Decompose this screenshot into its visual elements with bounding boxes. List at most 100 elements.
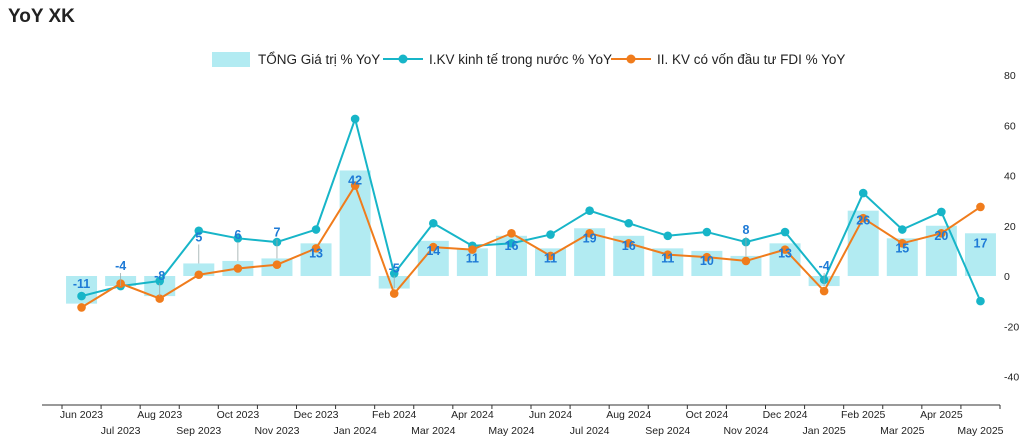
domestic-point: [155, 276, 165, 286]
x-tick-label: Dec 2024: [763, 409, 808, 421]
domestic-point: [350, 114, 360, 124]
x-tick-label: Mar 2024: [411, 425, 456, 437]
domestic-point: [194, 226, 204, 236]
domestic-point: [897, 225, 907, 234]
x-tick-label: Aug 2023: [137, 409, 182, 421]
legend-label-fdi: II. KV có vốn đầu tư FDI % YoY: [657, 51, 846, 67]
domestic-point: [77, 291, 86, 301]
fdi-point: [780, 245, 790, 254]
data-label: 14: [426, 244, 440, 258]
fdi-point: [546, 251, 555, 261]
fdi-point: [741, 256, 751, 266]
x-tick-label: Jul 2023: [101, 425, 141, 437]
legend-label-domestic: I.KV kinh tế trong nước % YoY: [429, 51, 612, 67]
data-label: 11: [466, 251, 479, 265]
domestic-point: [976, 296, 985, 306]
x-tick-label: Feb 2025: [841, 409, 886, 421]
data-label: -11: [73, 277, 90, 291]
x-tick-label: Jun 2024: [529, 409, 572, 421]
domestic-point: [780, 227, 790, 237]
legend-item-fdi[interactable]: II. KV có vốn đầu tư FDI % YoY: [611, 47, 845, 71]
data-label: 15: [895, 241, 909, 255]
bar-total: [964, 233, 996, 276]
domestic-line: [81, 117, 982, 302]
domestic-point: [702, 227, 712, 237]
x-tick-label: May 2024: [488, 425, 534, 437]
domestic-point: [937, 207, 946, 217]
x-tick-label: Mar 2025: [880, 425, 925, 437]
data-label: 16: [505, 239, 519, 253]
y-tick-label: 80: [1004, 70, 1016, 82]
x-tick-label: Oct 2024: [686, 409, 729, 421]
domestic-point: [858, 188, 868, 198]
x-tick-label: Jul 2024: [570, 425, 610, 437]
data-label: 42: [348, 173, 362, 187]
data-label: -5: [389, 262, 400, 276]
data-label: 11: [544, 251, 557, 265]
x-tick-label: Nov 2024: [723, 425, 768, 437]
y-tick-label: 40: [1004, 171, 1016, 183]
fdi-point: [819, 286, 829, 296]
data-label: 19: [583, 231, 597, 245]
y-tick-label: 60: [1004, 120, 1016, 132]
chart-title: YoY XK: [8, 6, 75, 27]
data-label: -4: [115, 259, 126, 273]
domestic-point: [507, 239, 516, 248]
fdi-point: [350, 181, 360, 190]
y-tick-label: -40: [1004, 372, 1019, 384]
fdi-line: [81, 184, 982, 309]
legend-bar-swatch: [212, 51, 250, 67]
data-label: 13: [309, 246, 323, 260]
legend-item-domestic[interactable]: I.KV kinh tế trong nước % YoY: [383, 47, 612, 71]
fdi-point: [702, 252, 712, 262]
x-tick-label: May 2025: [957, 425, 1003, 437]
fdi-point: [976, 202, 985, 212]
y-tick-label: -20: [1004, 321, 1019, 333]
x-tick-label: Dec 2023: [294, 409, 339, 421]
fdi-point: [897, 239, 907, 248]
data-label: 20: [934, 229, 948, 243]
data-label: 5: [195, 230, 202, 244]
domestic-point: [585, 206, 594, 215]
x-tick-label: Aug 2024: [606, 409, 651, 421]
y-tick-label: 0: [1004, 271, 1010, 283]
fdi-point: [272, 260, 282, 269]
fdi-point: [858, 213, 868, 223]
data-label: 11: [661, 251, 674, 265]
domestic-point: [663, 231, 673, 241]
x-tick-label: Sep 2023: [176, 425, 221, 437]
domestic-point: [233, 234, 243, 243]
data-label: 10: [700, 254, 714, 268]
x-tick-label: Jan 2024: [334, 425, 377, 437]
y-tick-label: 20: [1004, 221, 1016, 233]
x-tick-label: Jun 2023: [60, 409, 103, 421]
data-label: 26: [856, 214, 870, 228]
legend-label-total: TỔNG Giá trị % YoY: [258, 51, 381, 67]
data-label: 13: [778, 246, 792, 260]
fdi-point: [428, 242, 438, 252]
fdi-point: [155, 294, 165, 303]
fdi-point: [507, 228, 516, 238]
x-tick-label: Apr 2025: [920, 409, 963, 421]
x-tick-label: Feb 2024: [372, 409, 417, 421]
data-label: 7: [273, 225, 280, 239]
domestic-point: [311, 225, 321, 234]
x-tick-label: Apr 2024: [451, 409, 494, 421]
fdi-point: [389, 289, 399, 298]
x-tick-label: Oct 2023: [217, 409, 260, 421]
domestic-point: [546, 230, 555, 239]
domestic-point: [389, 269, 399, 278]
legend-fdi-swatch: [611, 54, 651, 64]
data-label: -4: [819, 259, 830, 273]
domestic-point: [624, 218, 634, 228]
fdi-point: [937, 228, 946, 238]
x-tick-label: Nov 2023: [254, 425, 299, 437]
legend-item-total[interactable]: TỔNG Giá trị % YoY: [212, 47, 380, 71]
fdi-point: [624, 239, 634, 248]
fdi-point: [77, 303, 86, 312]
data-label: 6: [234, 228, 241, 242]
chart-legend: TỔNG Giá trị % YoY I.KV kinh tế trong nư…: [0, 47, 1024, 71]
domestic-point: [428, 218, 438, 228]
data-label: -8: [154, 269, 165, 283]
